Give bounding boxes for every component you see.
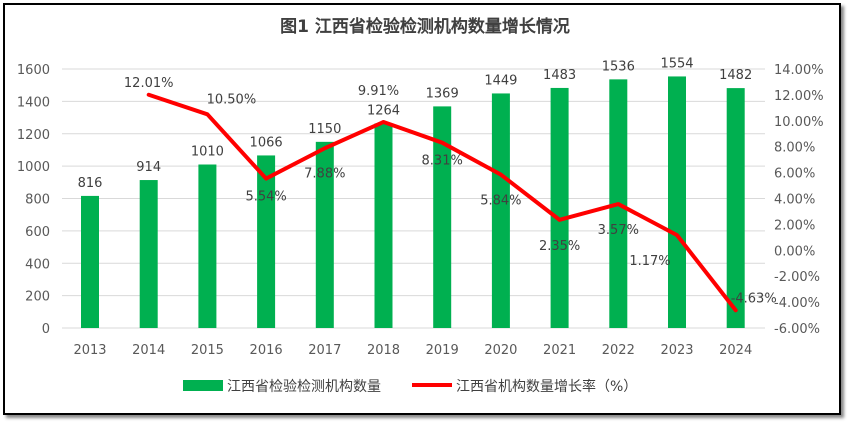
bar: [315, 141, 334, 328]
line-data-label: 1.17%: [629, 254, 670, 269]
line-data-label: 8.31%: [422, 154, 463, 169]
x-tick-label: 2020: [484, 343, 517, 358]
y-right-tick-label: 4.00%: [774, 193, 815, 208]
growth-rate-line: [146, 92, 738, 313]
legend-label-bar: 江西省检验检测机构数量: [227, 379, 381, 395]
bar: [81, 195, 99, 328]
bar: [726, 88, 745, 328]
y-left-tick-label: 1600: [17, 63, 50, 78]
line-data-label: 2.35%: [539, 239, 580, 254]
y-right-tick-label: -2.00%: [774, 270, 820, 285]
bar-data-label: 1482: [719, 68, 752, 83]
y-left-tick-label: 200: [25, 290, 50, 305]
y-right-tick-label: 0.00%: [774, 244, 815, 259]
line-data-label: 5.54%: [245, 190, 286, 205]
bar-data-label: 1264: [367, 103, 400, 118]
line-data-label: 3.57%: [598, 223, 639, 238]
bar-data-label: 1369: [426, 86, 459, 101]
x-tick-label: 2023: [660, 343, 693, 358]
bar-data-label: 1449: [484, 73, 517, 88]
y-right-tick-label: 6.00%: [774, 167, 815, 182]
x-tick-label: 2021: [543, 343, 576, 358]
x-tick-label: 2014: [132, 343, 165, 358]
line-data-label: -4.63%: [731, 291, 777, 306]
x-tick-label: 2015: [191, 343, 224, 358]
bar: [139, 180, 158, 328]
y-right-tick-label: -4.00%: [774, 296, 820, 311]
bar-data-label: 914: [136, 160, 161, 175]
legend-swatch-bar: [183, 380, 223, 391]
bar: [550, 87, 569, 328]
line-data-label: 12.01%: [124, 76, 174, 91]
x-tick-label: 2017: [308, 343, 341, 358]
line-data-label: 10.50%: [207, 92, 257, 107]
y-right-tick-label: 2.00%: [774, 218, 815, 233]
bar-data-label: 1483: [543, 68, 576, 83]
bar-data-label: 1150: [308, 122, 341, 137]
bar: [198, 164, 217, 328]
bar-data-label: 1554: [660, 56, 693, 71]
bar-data-label: 816: [78, 176, 103, 191]
y-left-tick-label: 400: [25, 257, 50, 272]
bar: [257, 155, 276, 328]
bar-data-label: 1536: [602, 59, 635, 74]
bar: [668, 76, 686, 328]
y-left-tick-label: 1400: [17, 95, 50, 110]
y-left-tick-label: 600: [25, 225, 50, 240]
y-right-tick-label: -6.00%: [774, 322, 820, 337]
bar-data-label: 1010: [191, 145, 224, 160]
line-data-label: 9.91%: [358, 84, 399, 99]
bar: [433, 106, 452, 328]
x-tick-label: 2024: [719, 343, 752, 358]
x-tick-label: 2018: [367, 343, 400, 358]
legend-label-line: 江西省机构数量增长率（%）: [456, 378, 637, 395]
chart-title: 图1 江西省检验检测机构数量增长情况: [280, 16, 570, 37]
bar: [374, 123, 393, 328]
y-left-tick-label: 800: [25, 193, 50, 208]
y-left-tick-label: 1000: [17, 160, 50, 175]
line-data-label: 5.84%: [480, 194, 521, 209]
x-tick-label: 2016: [250, 343, 283, 358]
y-left-tick-label: 1200: [17, 128, 50, 143]
x-tick-label: 2022: [602, 343, 635, 358]
y-left-tick-label: 0: [42, 322, 50, 337]
bar: [491, 93, 510, 329]
line-data-label: 7.88%: [304, 166, 345, 181]
y-right-tick-label: 14.00%: [774, 63, 824, 78]
y-right-tick-label: 8.00%: [774, 141, 815, 156]
x-tick-label: 2013: [73, 343, 106, 358]
x-tick-label: 2019: [426, 343, 459, 358]
bar-data-label: 1066: [250, 135, 283, 150]
y-right-tick-label: 12.00%: [774, 89, 824, 104]
y-right-tick-label: 10.00%: [774, 115, 824, 130]
